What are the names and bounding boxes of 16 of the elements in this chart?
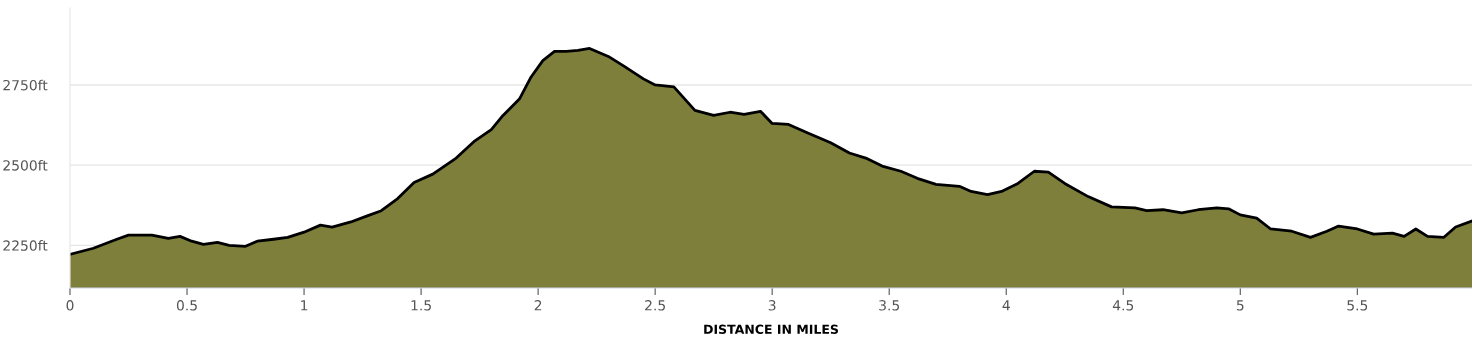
- x-tick-label: 5: [1236, 300, 1244, 311]
- x-tick-label: 1.5: [411, 300, 431, 311]
- x-tick-label: 0: [66, 300, 74, 311]
- x-tick-label: 3: [768, 300, 776, 311]
- y-tick-label: 2500ft: [3, 159, 48, 171]
- x-tick-label: 0.5: [176, 300, 197, 311]
- x-tick-label: 1: [301, 300, 308, 311]
- y-tick-label: 2750ft: [3, 79, 48, 91]
- x-tick-label: 2: [534, 300, 542, 311]
- x-axis-title: DISTANCE IN MILES: [704, 324, 839, 335]
- x-tick-label: 5.5: [1347, 300, 1368, 311]
- y-tick-label: 2250ft: [3, 240, 48, 251]
- x-tick-label: 4.5: [1112, 300, 1134, 311]
- x-tick-label: 3.5: [879, 300, 900, 311]
- x-tick-label: 2.5: [645, 300, 665, 311]
- x-tick-label: 4: [1002, 300, 1010, 311]
